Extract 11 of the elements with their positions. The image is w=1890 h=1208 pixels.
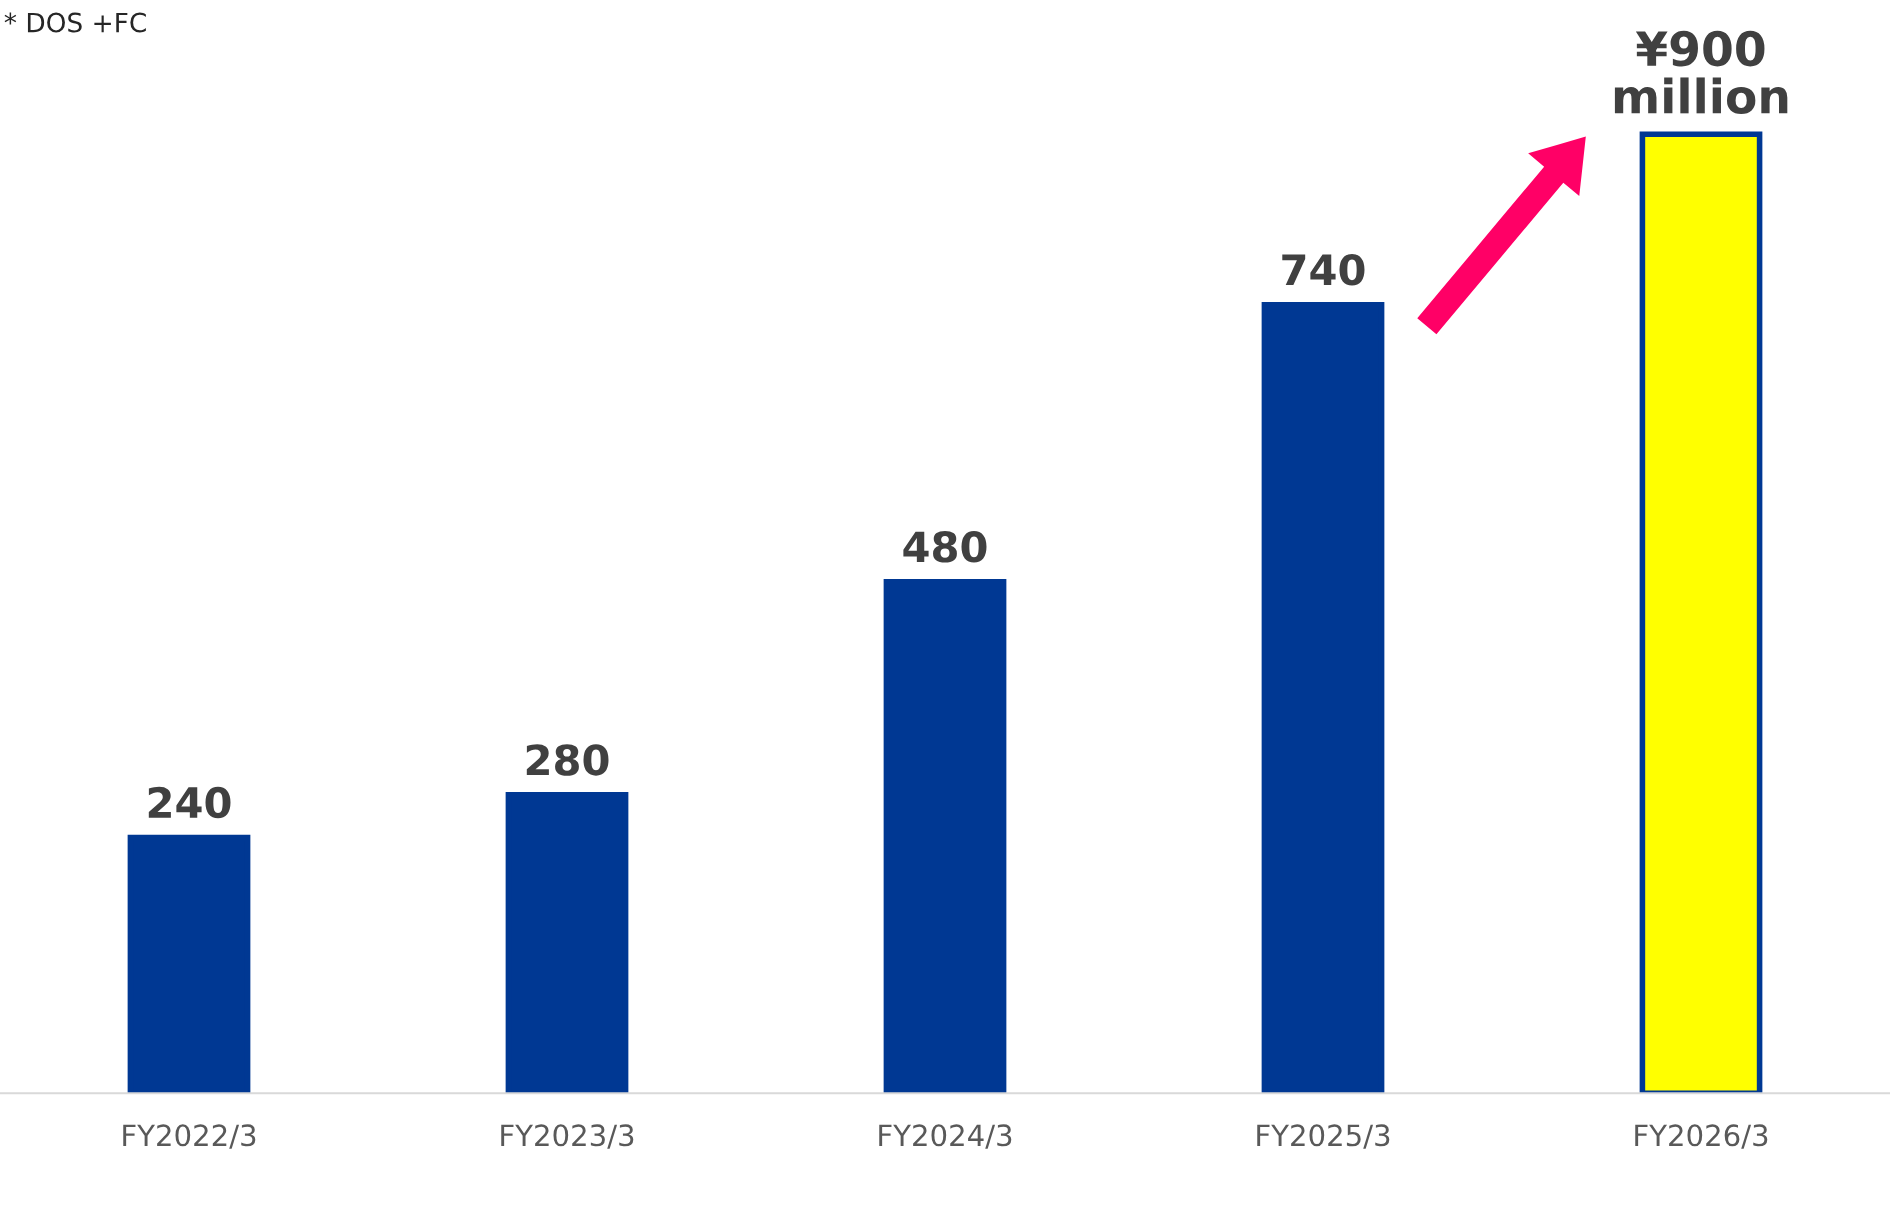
data-label: 240 bbox=[148, 786, 231, 819]
x-tick-label: FY2026/3 bbox=[1635, 1124, 1768, 1149]
x-tick-label: FY2025/3 bbox=[1257, 1124, 1390, 1149]
text: * DOS +FC bbox=[4, 12, 146, 33]
data-label: 280 bbox=[526, 744, 609, 776]
x-tick-label: FY2023/3 bbox=[501, 1124, 634, 1149]
data-label: 740 bbox=[1282, 254, 1365, 286]
data-label: 480 bbox=[903, 531, 987, 563]
x-tick-label: FY2024/3 bbox=[879, 1124, 1012, 1149]
data-label: ¥900 million bbox=[1614, 30, 1788, 114]
x-tick-label: FY2022/3 bbox=[123, 1124, 256, 1149]
